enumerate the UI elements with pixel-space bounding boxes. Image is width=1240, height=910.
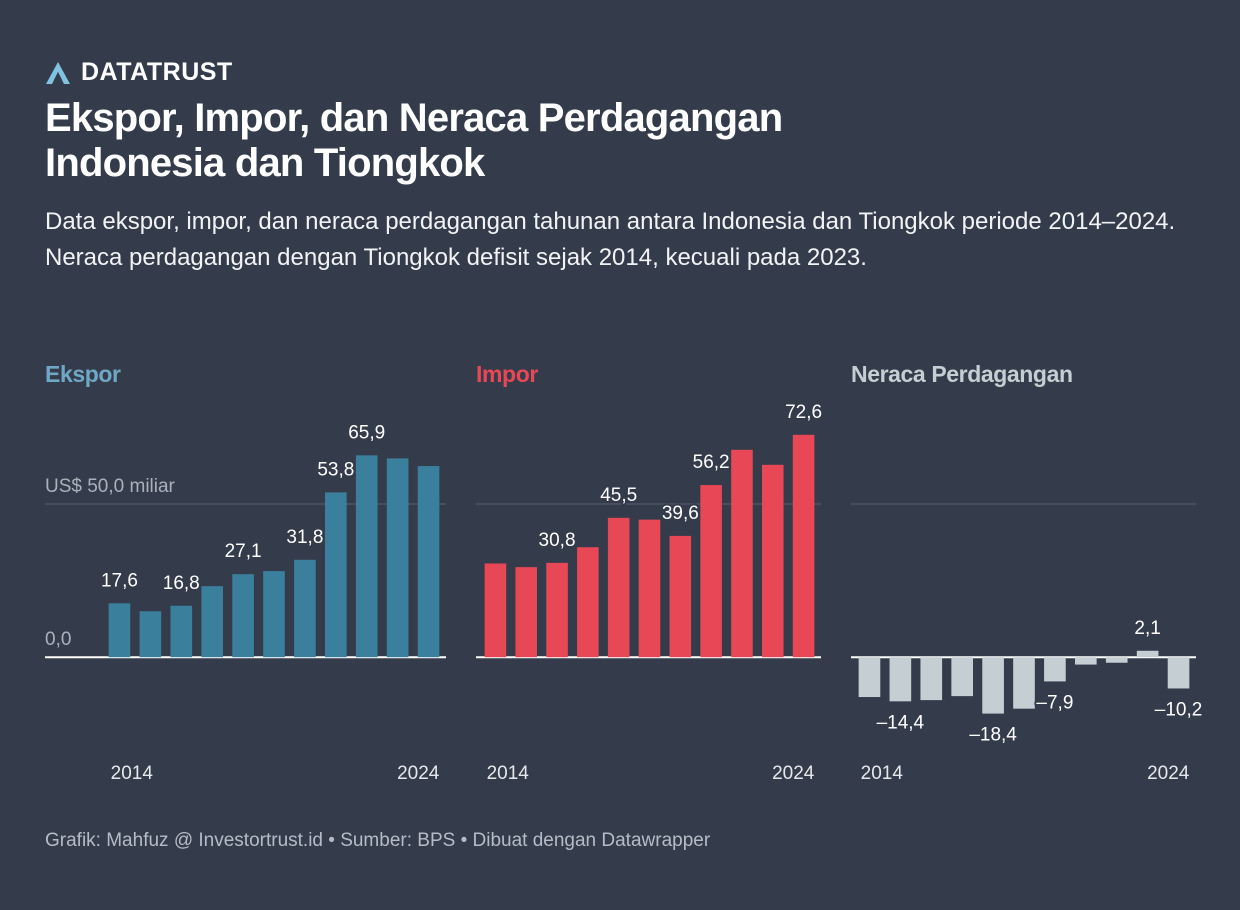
y-tick-label: 0,0	[45, 629, 71, 650]
value-label: 31,8	[286, 527, 323, 548]
bar	[515, 567, 538, 658]
bar	[139, 611, 162, 658]
value-label: 30,8	[539, 530, 576, 551]
panel-title: Ekspor	[45, 361, 121, 387]
bar	[607, 517, 630, 658]
x-tick-label: 2014	[111, 763, 154, 784]
x-tick-label: 2014	[861, 763, 904, 784]
bar	[1075, 657, 1097, 665]
footer: Grafik: Mahfuz @ Investortrust.id • Sumb…	[45, 830, 711, 851]
panel-title: Neraca Perdagangan	[851, 361, 1073, 387]
bar	[1167, 657, 1190, 689]
value-label: 27,1	[225, 541, 262, 562]
bar	[669, 535, 692, 658]
x-tick-label: 2024	[397, 763, 440, 784]
value-label: –14,4	[877, 712, 925, 733]
subtitle: Data ekspor, impor, dan neraca perdagang…	[45, 208, 1176, 271]
bar	[484, 563, 507, 658]
brand: DATATRUST	[45, 58, 233, 87]
x-tick-label: 2024	[772, 763, 815, 784]
brand-name: DATATRUST	[81, 58, 233, 86]
bar	[920, 657, 943, 701]
bar	[546, 562, 568, 658]
bar	[1105, 657, 1128, 663]
value-label: 53,8	[317, 459, 354, 480]
value-label: –18,4	[969, 725, 1017, 746]
value-label: 39,6	[662, 503, 699, 524]
bar	[761, 464, 784, 658]
value-label: 16,8	[163, 573, 200, 594]
value-label: 45,5	[600, 485, 637, 506]
bar	[386, 458, 409, 658]
bar	[1044, 657, 1066, 682]
bar	[638, 519, 661, 658]
bar	[355, 455, 378, 658]
title: Ekspor, Impor, dan Neraca Perdagangan In…	[45, 96, 783, 185]
bar	[232, 574, 254, 658]
bar	[263, 571, 285, 658]
bar	[170, 605, 193, 658]
value-label: –10,2	[1155, 699, 1203, 720]
bar	[731, 449, 753, 658]
y-tick-label: US$ 50,0 miliar	[45, 476, 176, 497]
bar	[108, 603, 131, 658]
bar	[700, 485, 722, 658]
value-label: 72,6	[785, 402, 822, 423]
bar	[1136, 650, 1159, 658]
value-label: 65,9	[348, 422, 385, 443]
logo	[46, 61, 70, 84]
bar	[201, 586, 223, 658]
value-label: 2,1	[1134, 618, 1160, 639]
bar	[982, 657, 1004, 714]
value-label: 56,2	[693, 452, 730, 473]
x-tick-label: 2024	[1147, 763, 1190, 784]
bar	[577, 547, 599, 658]
bar	[294, 559, 316, 658]
bar	[858, 657, 881, 698]
x-tick-label: 2014	[487, 763, 530, 784]
bar	[1013, 657, 1035, 709]
bar	[325, 492, 347, 658]
bar	[951, 657, 973, 697]
value-label: –7,9	[1036, 692, 1073, 713]
value-label: 17,6	[101, 570, 138, 591]
bar	[417, 466, 440, 658]
panel-title: Impor	[476, 361, 538, 387]
bar	[889, 657, 912, 702]
bar	[792, 434, 815, 658]
